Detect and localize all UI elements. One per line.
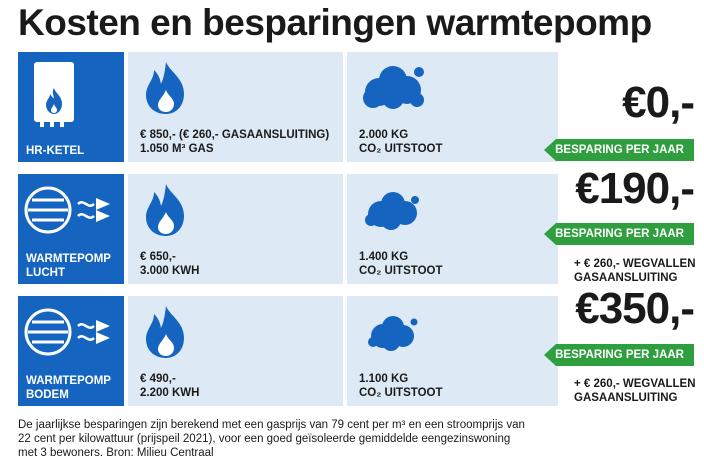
cost-panel: € 490,- 2.200 KWH: [128, 296, 343, 406]
flame-icon: [146, 62, 184, 114]
row-warmtepomp-bodem: WARMTEPOMP BODEM € 490,- 2.200 KWH 1.100…: [18, 296, 558, 406]
saving-amount: €190,-: [575, 164, 695, 213]
system-panel: WARMTEPOMP BODEM: [18, 296, 124, 406]
cost-info: € 490,- 2.200 KWH: [140, 373, 200, 399]
system-panel: HR-KETEL: [18, 52, 124, 162]
co2-panel: 2.000 KG CO₂ UITSTOOT: [347, 52, 558, 162]
cost-info: € 850,- (€ 260,- GASAANSLUITING) 1.050 M…: [140, 129, 330, 155]
flame-icon: [146, 306, 184, 358]
system-label: WARMTEPOMP LUCHT: [26, 253, 111, 279]
co2-panel: 1.400 KG CO₂ UITSTOOT: [347, 174, 558, 284]
system-label: WARMTEPOMP BODEM: [26, 375, 111, 401]
extra-savings: + € 260,- WEGVALLEN GASAANSLUITING: [574, 378, 696, 404]
saving-label: BESPARING PER JAAR: [544, 223, 694, 245]
saving-label: BESPARING PER JAAR: [544, 344, 694, 366]
cost-panel: € 650,- 3.000 KWH: [128, 174, 343, 284]
page-title: Kosten en besparingen warmtepomp: [18, 2, 652, 43]
heat-pump-icon: [24, 186, 110, 234]
saving-amount: €350,-: [575, 284, 695, 333]
co2-info: 2.000 KG CO₂ UITSTOOT: [359, 129, 443, 155]
extra-savings: + € 260,- WEGVALLEN GASAANSLUITING: [574, 258, 696, 284]
heat-pump-icon: [24, 308, 110, 356]
footnote: De jaarlijkse besparingen zijn berekend …: [18, 419, 525, 459]
co2-info: 1.400 KG CO₂ UITSTOOT: [359, 251, 443, 277]
co2-cloud-icon: [363, 66, 424, 109]
co2-info: 1.100 KG CO₂ UITSTOOT: [359, 373, 443, 399]
boiler-icon: [34, 62, 74, 127]
row-warmtepomp-lucht: WARMTEPOMP LUCHT € 650,- 3.000 KWH 1.400…: [18, 174, 558, 284]
cost-panel: € 850,- (€ 260,- GASAANSLUITING) 1.050 M…: [128, 52, 343, 162]
co2-cloud-icon: [365, 192, 419, 230]
row-hr-ketel: HR-KETEL € 850,- (€ 260,- GASAANSLUITING…: [18, 52, 558, 162]
flame-icon: [146, 184, 184, 236]
co2-cloud-icon: [368, 316, 418, 351]
system-label: HR-KETEL: [26, 145, 85, 157]
saving-label: BESPARING PER JAAR: [544, 139, 694, 161]
system-panel: WARMTEPOMP LUCHT: [18, 174, 124, 284]
cost-info: € 650,- 3.000 KWH: [140, 251, 200, 277]
saving-amount: €0,-: [622, 78, 695, 127]
co2-panel: 1.100 KG CO₂ UITSTOOT: [347, 296, 558, 406]
